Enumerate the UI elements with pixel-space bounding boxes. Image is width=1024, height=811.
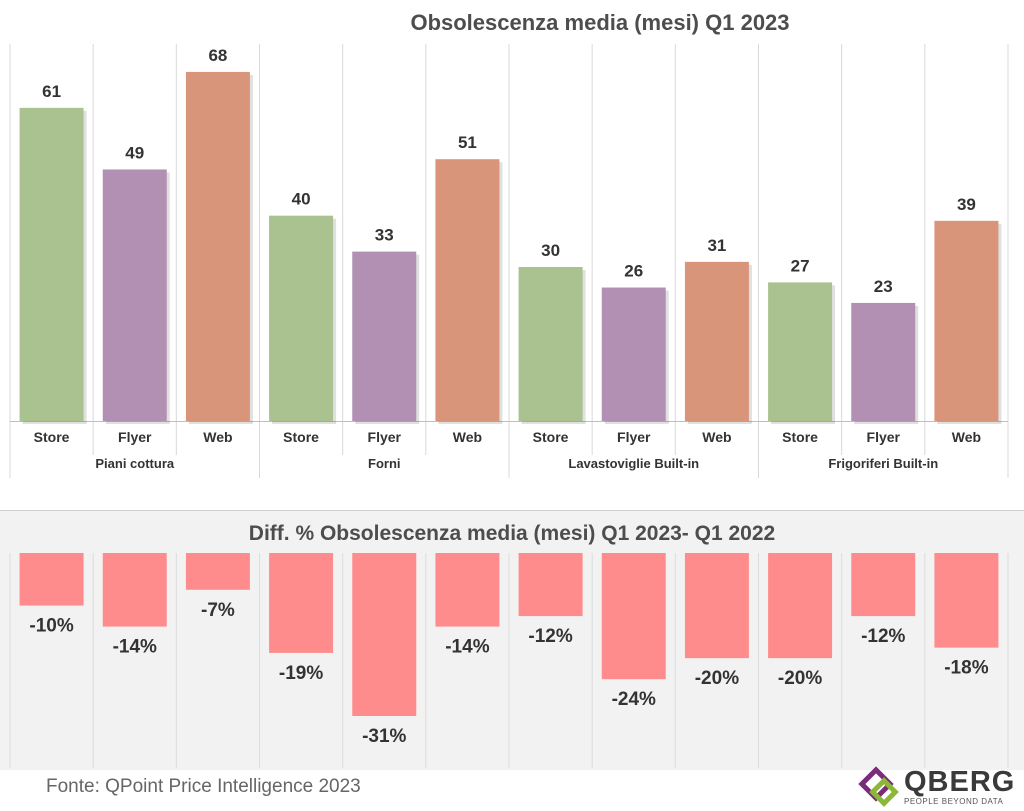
source-note: Fonte: QPoint Price Intelligence 2023 <box>46 776 361 797</box>
diff-bar <box>19 553 84 606</box>
diff-bar <box>601 553 666 680</box>
top-chart: Obsolescenza media (mesi) Q1 2023 61 49 68… <box>0 0 1024 510</box>
bar-flyer <box>352 251 417 421</box>
value-label: 40 <box>292 190 311 209</box>
value-label: 23 <box>874 277 893 296</box>
diff-value-label: -20% <box>695 668 739 689</box>
category-label: Flyer <box>368 429 402 445</box>
bar-web <box>684 261 749 421</box>
diff-value-label: -12% <box>861 626 905 647</box>
category-label: Flyer <box>867 429 901 445</box>
diff-bar <box>269 553 334 653</box>
bar-store <box>19 107 84 421</box>
bottom-chart: Diff. % Obsolescenza media (mesi) Q1 202… <box>0 510 1024 770</box>
category-label: Store <box>782 429 818 445</box>
diff-value-label: -24% <box>612 689 656 710</box>
value-label: 61 <box>42 82 61 101</box>
diff-bar <box>185 553 250 590</box>
top-chart-category-labels: Store Flyer Web Store Flyer Web Store Flyer Web S… <box>34 429 981 445</box>
qberg-logo: QBERG PEOPLE BEYOND DATA <box>858 766 1018 810</box>
diff-value-label: -18% <box>944 658 988 679</box>
category-label: Flyer <box>118 429 152 445</box>
diff-value-label: -12% <box>528 626 572 647</box>
category-label: Store <box>533 429 569 445</box>
diff-value-label: -10% <box>29 616 73 637</box>
category-label: Store <box>283 429 319 445</box>
bar-flyer <box>601 287 666 421</box>
logo-tagline: PEOPLE BEYOND DATA <box>904 797 1004 806</box>
top-chart-group-labels: Piani cottura Forni Lavastoviglie Built-in… <box>95 456 938 471</box>
diff-value-label: -20% <box>778 668 822 689</box>
top-chart-title: Obsolescenza media (mesi) Q1 2023 <box>410 10 789 35</box>
diff-value-label: -31% <box>362 726 406 747</box>
category-label: Store <box>34 429 70 445</box>
bottom-chart-gridlines <box>9 553 1009 768</box>
value-label: 49 <box>125 143 144 162</box>
top-chart-gridlines <box>9 44 1009 478</box>
category-label: Web <box>453 429 482 445</box>
bar-web <box>185 71 250 421</box>
diff-value-label: -19% <box>279 663 323 684</box>
diff-value-label: -14% <box>113 637 157 658</box>
diff-bar <box>102 553 167 627</box>
value-label: 68 <box>208 46 227 65</box>
top-chart-background <box>0 0 1024 510</box>
bottom-chart-value-labels: -10% -14% -7% -19% -31% -14% -12% -24% -20% -20% -… <box>29 600 988 747</box>
value-label: 39 <box>957 195 976 214</box>
category-label: Web <box>203 429 232 445</box>
group-label: Forni <box>368 456 401 471</box>
value-label: 31 <box>707 236 726 255</box>
category-label: Web <box>952 429 981 445</box>
diff-bar <box>518 553 583 617</box>
bar-store <box>518 267 583 421</box>
group-label: Piani cottura <box>95 456 175 471</box>
category-label: Web <box>702 429 731 445</box>
bar-flyer <box>102 169 167 421</box>
value-label: 51 <box>458 133 477 152</box>
value-label: 33 <box>375 226 394 245</box>
value-label: 26 <box>624 262 643 281</box>
diff-bar <box>435 553 500 627</box>
bar-store <box>768 282 833 421</box>
value-label: 30 <box>541 241 560 260</box>
diff-bar <box>851 553 916 617</box>
bar-web <box>934 220 999 421</box>
diff-value-label: -14% <box>445 637 489 658</box>
diff-bar <box>768 553 833 659</box>
logo-wordmark: QBERG <box>904 766 1016 798</box>
diff-bar <box>684 553 749 659</box>
chart-area: Obsolescenza media (mesi) Q1 2023 61 49 68… <box>0 0 1024 770</box>
category-label: Flyer <box>617 429 651 445</box>
bar-store <box>269 215 334 421</box>
bar-web <box>435 159 500 421</box>
diff-bar <box>934 553 999 648</box>
diff-bar <box>352 553 417 716</box>
bottom-chart-title: Diff. % Obsolescenza media (mesi) Q1 202… <box>249 522 775 545</box>
bar-flyer <box>851 302 916 421</box>
qberg-logo-icon <box>858 766 899 807</box>
value-label: 27 <box>791 256 810 275</box>
top-chart-value-labels: 61 49 68 40 33 51 30 26 31 27 23 39 <box>42 46 976 296</box>
bottom-chart-bars <box>19 553 999 716</box>
diff-value-label: -7% <box>201 600 235 621</box>
top-chart-bars <box>19 71 1002 424</box>
group-label: Frigoriferi Built-in <box>828 456 938 471</box>
group-label: Lavastoviglie Built-in <box>568 456 699 471</box>
